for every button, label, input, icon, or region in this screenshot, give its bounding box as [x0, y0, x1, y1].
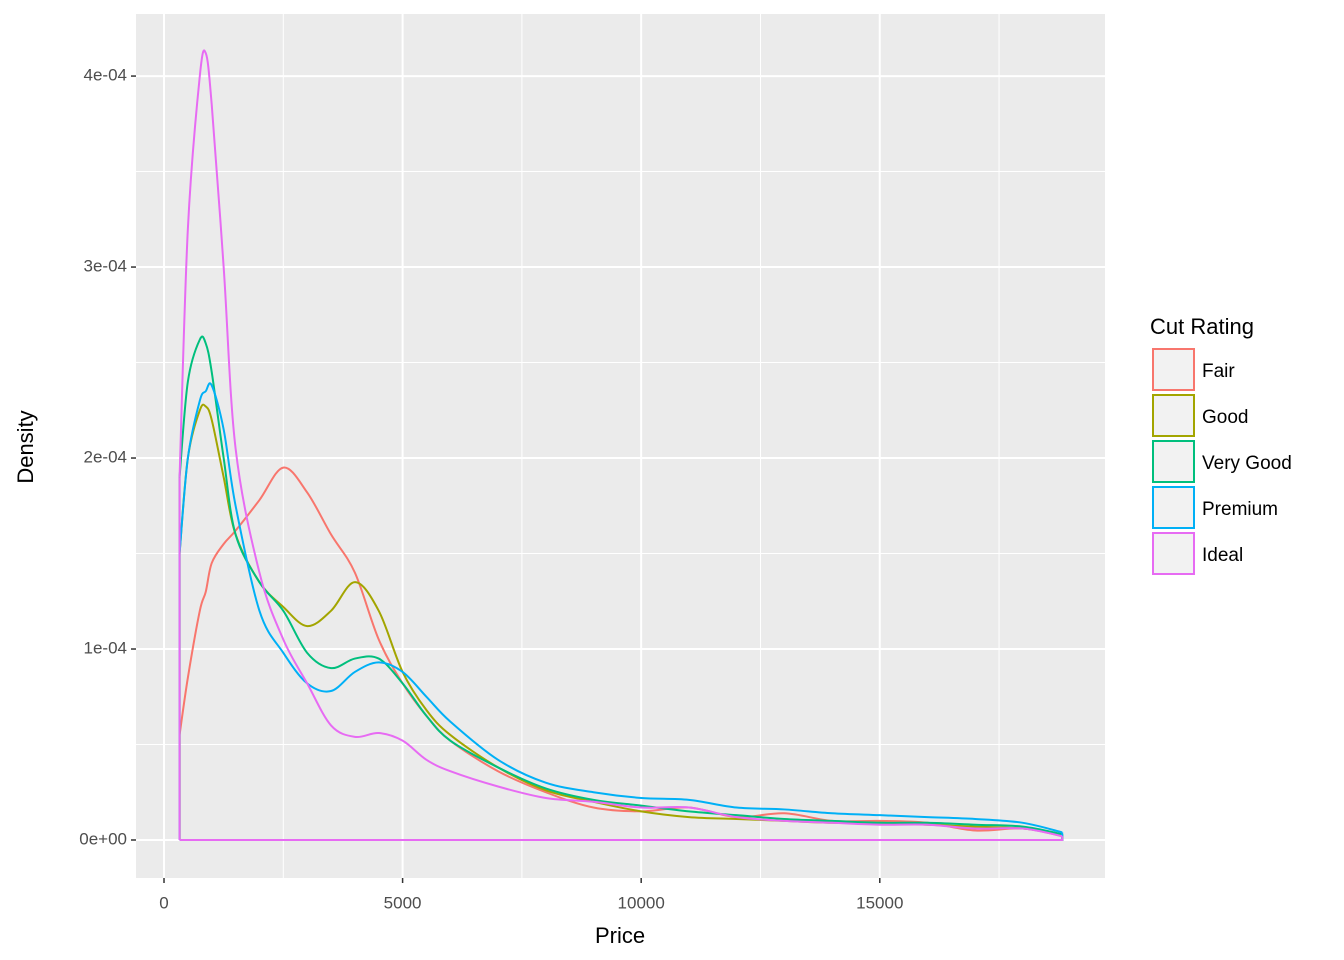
y-tick-label: 2e-04 [84, 448, 127, 467]
x-tick-label: 0 [159, 893, 168, 912]
legend-title: Cut Rating [1150, 314, 1254, 339]
legend-key [1152, 440, 1195, 483]
y-tick-label: 1e-04 [84, 638, 127, 657]
density-line [178, 335, 1063, 836]
panel [136, 14, 1105, 878]
legend-key [1152, 394, 1195, 437]
legend-label: Very Good [1202, 453, 1292, 474]
density-line [178, 382, 1063, 834]
x-tick-label: 5000 [384, 893, 422, 912]
y-tick-label: 3e-04 [84, 257, 127, 276]
legend-key [1152, 486, 1195, 529]
density-line [178, 49, 1063, 838]
legend-label: Good [1202, 407, 1248, 428]
y-axis-label: Density [13, 410, 38, 483]
x-axis-label: Price [595, 923, 645, 948]
legend-key [1152, 348, 1195, 391]
legend-key [1152, 532, 1195, 575]
legend-label: Premium [1202, 499, 1278, 520]
x-tick-label: 15000 [856, 893, 903, 912]
y-tick-label: 4e-04 [84, 66, 127, 85]
density-outline [178, 477, 1064, 841]
x-tick-label: 10000 [618, 893, 665, 912]
y-tick-label: 0e+00 [79, 829, 127, 848]
legend-label: Ideal [1202, 545, 1243, 566]
legend-label: Fair [1202, 361, 1235, 382]
